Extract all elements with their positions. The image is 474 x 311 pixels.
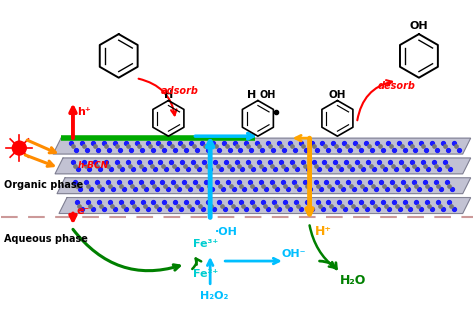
Text: ·OH: ·OH: [215, 227, 238, 237]
Circle shape: [12, 141, 26, 155]
Text: Fe³⁺: Fe³⁺: [193, 239, 219, 249]
Polygon shape: [55, 158, 471, 174]
Text: h⁺: h⁺: [77, 107, 91, 117]
Text: OH⁻: OH⁻: [282, 249, 306, 259]
Text: H: H: [164, 90, 173, 100]
Text: desorb: desorb: [377, 81, 415, 91]
Text: H: H: [247, 90, 256, 100]
Text: h-BCN: h-BCN: [78, 161, 109, 170]
Polygon shape: [57, 178, 471, 194]
Text: H₂O₂: H₂O₂: [200, 291, 228, 301]
Text: Aqueous phase: Aqueous phase: [4, 234, 88, 244]
Polygon shape: [59, 197, 471, 213]
Polygon shape: [53, 138, 471, 154]
Text: H₂O: H₂O: [339, 274, 366, 287]
Text: Organic phase: Organic phase: [4, 180, 83, 190]
Text: OH: OH: [410, 21, 428, 31]
Text: OH: OH: [260, 90, 276, 100]
Text: H⁺: H⁺: [315, 225, 331, 238]
Text: e⁻: e⁻: [77, 207, 91, 216]
Text: adsorb: adsorb: [161, 86, 198, 95]
Text: OH: OH: [328, 90, 346, 100]
Text: Fe²⁺: Fe²⁺: [193, 269, 219, 279]
